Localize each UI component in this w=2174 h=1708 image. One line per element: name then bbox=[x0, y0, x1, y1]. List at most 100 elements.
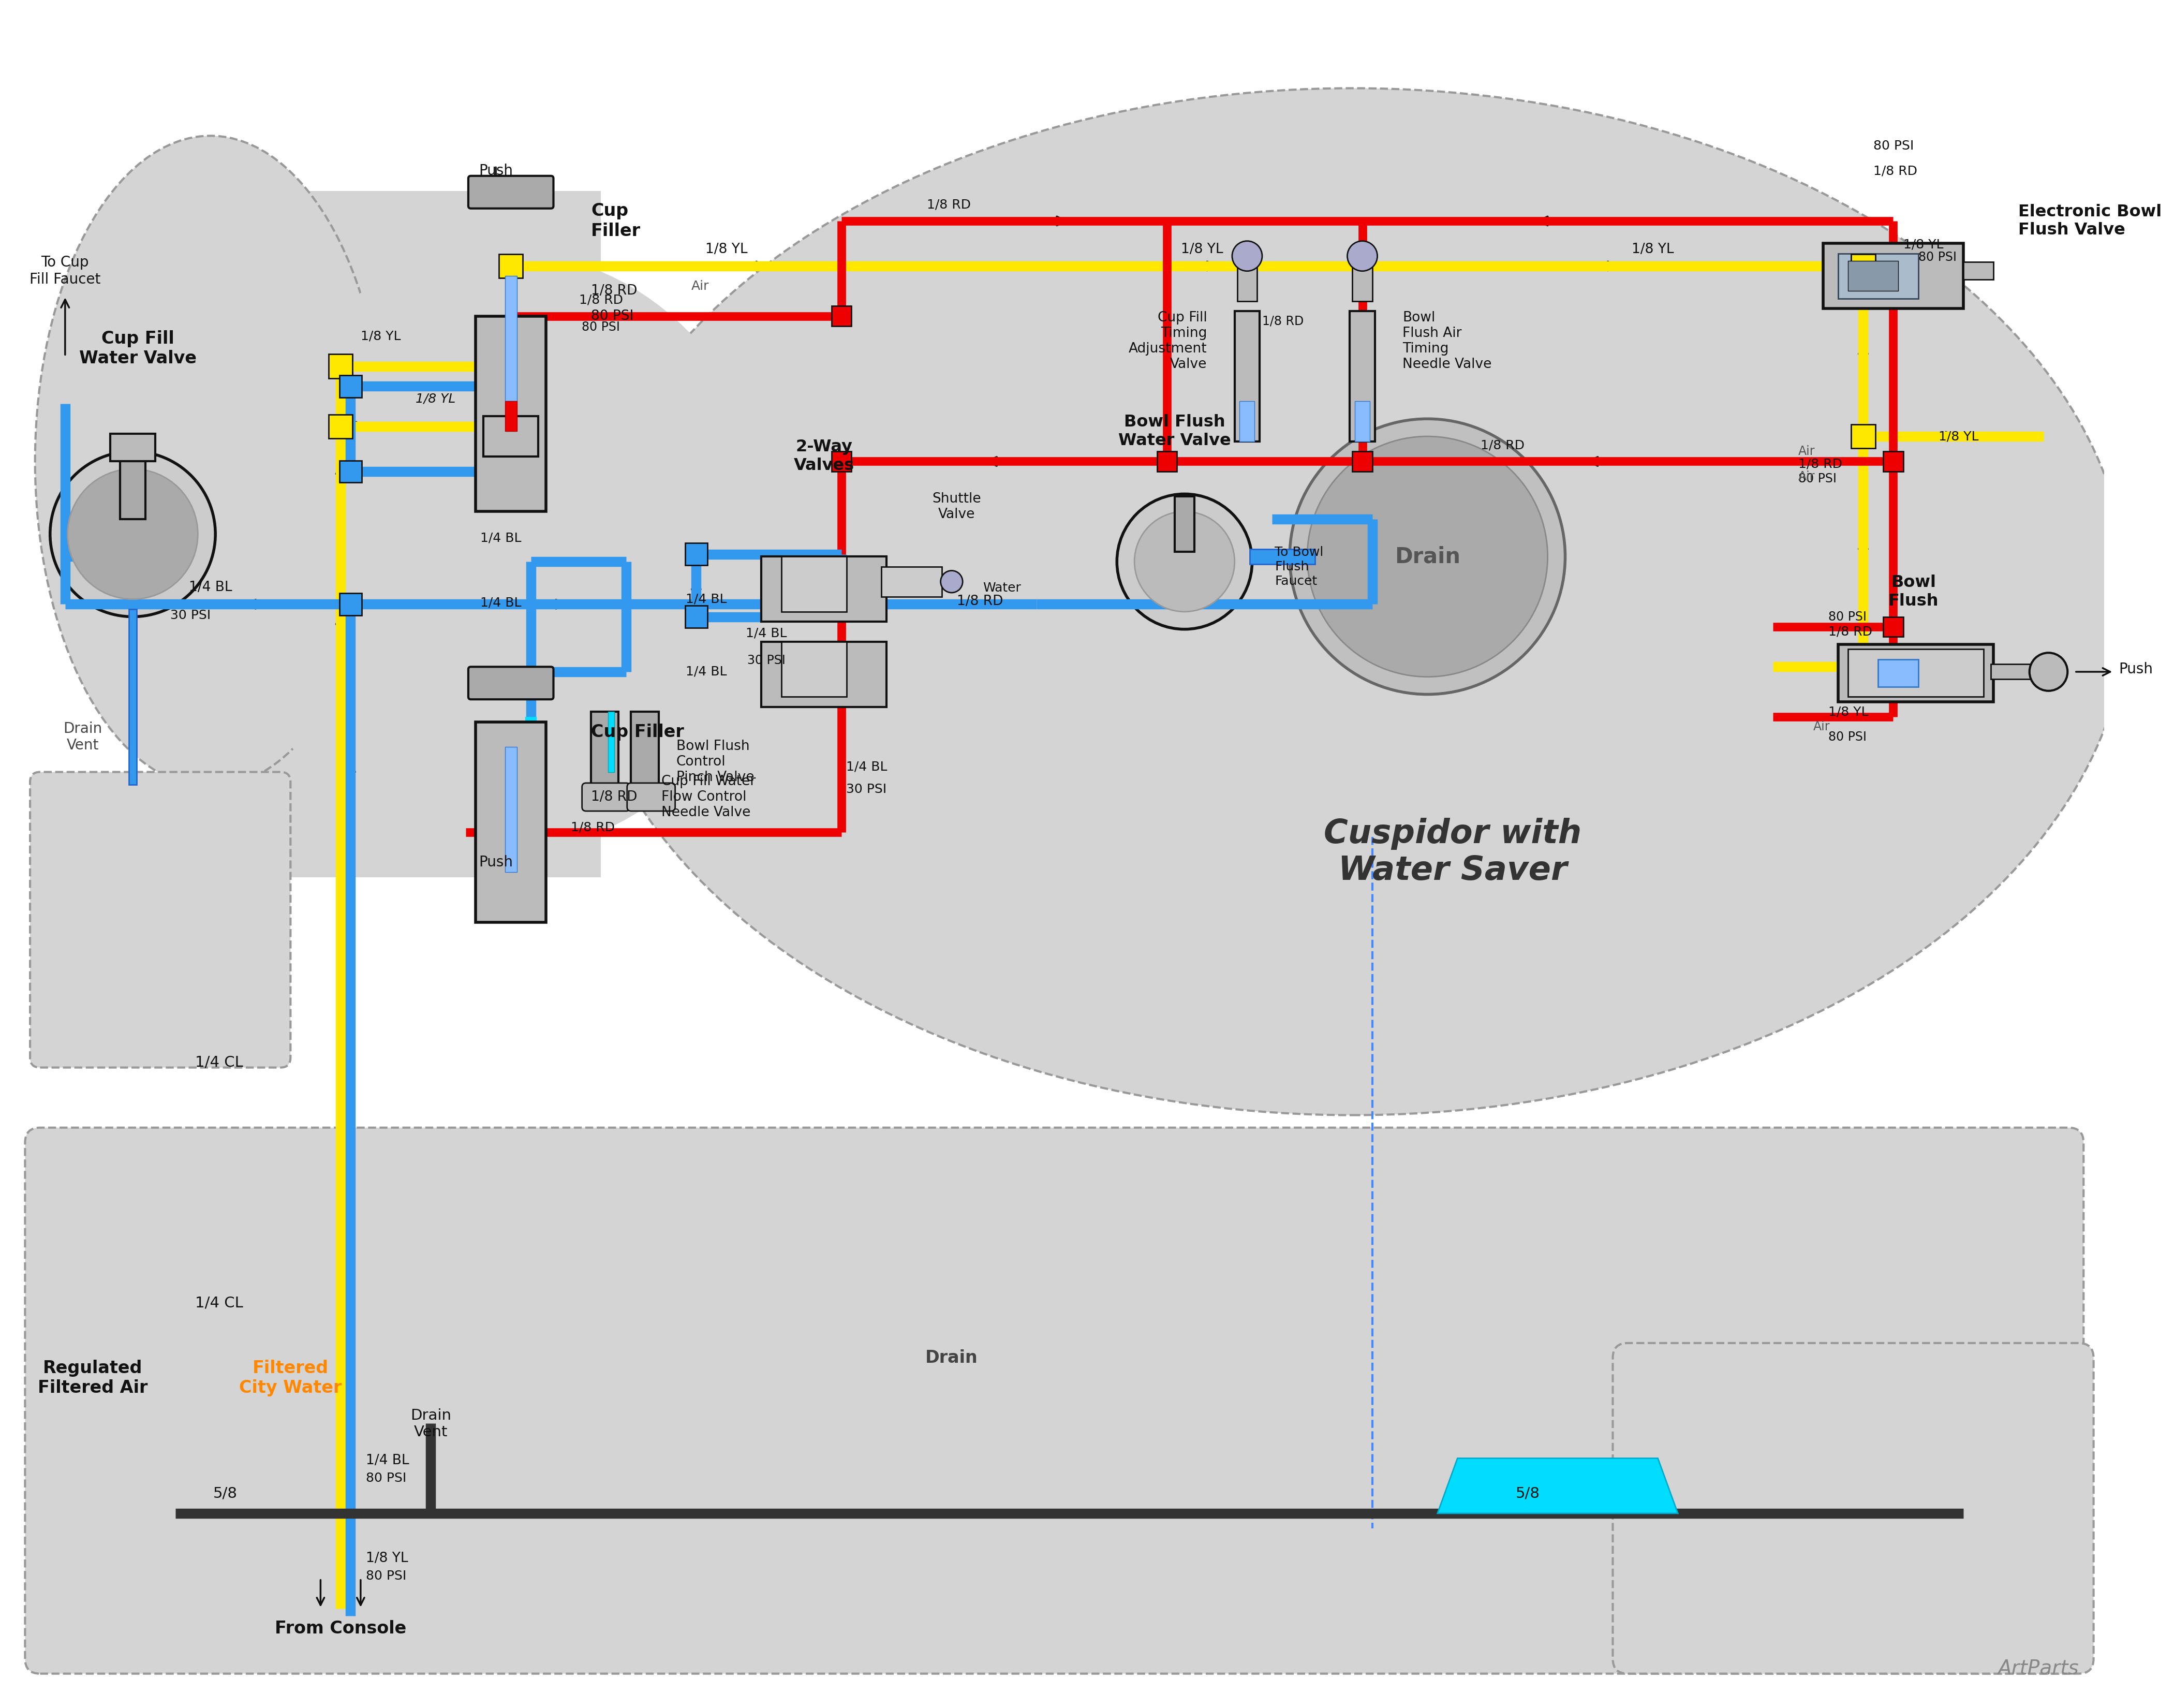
Bar bbox=[1239, 401, 1254, 441]
Ellipse shape bbox=[35, 137, 385, 787]
Bar bbox=[476, 722, 546, 922]
Bar bbox=[1839, 644, 1994, 702]
Text: Push: Push bbox=[478, 856, 513, 869]
Text: 1/8 RD: 1/8 RD bbox=[926, 198, 970, 212]
FancyBboxPatch shape bbox=[30, 772, 291, 1068]
Text: 1/4 BL: 1/4 BL bbox=[189, 581, 233, 594]
Bar bbox=[780, 642, 846, 697]
Bar bbox=[1883, 617, 1902, 637]
Polygon shape bbox=[176, 191, 600, 878]
Bar bbox=[1848, 261, 1898, 290]
Text: 30 PSI: 30 PSI bbox=[748, 654, 785, 666]
Text: Electronic Bowl
Flush Valve: Electronic Bowl Flush Valve bbox=[2017, 203, 2161, 237]
Text: Filtered
City Water: Filtered City Water bbox=[239, 1360, 341, 1397]
Ellipse shape bbox=[576, 89, 2128, 1115]
Bar bbox=[1839, 253, 1917, 299]
Bar bbox=[685, 606, 707, 629]
Circle shape bbox=[50, 451, 215, 617]
Bar bbox=[504, 746, 517, 873]
Text: 1/4 BL: 1/4 BL bbox=[480, 531, 522, 545]
Bar bbox=[328, 415, 352, 439]
Text: 1/4 CL: 1/4 CL bbox=[196, 1056, 243, 1069]
Bar bbox=[339, 376, 361, 398]
Text: 1/8 YL: 1/8 YL bbox=[365, 1553, 409, 1565]
Bar bbox=[1878, 659, 1917, 687]
Bar bbox=[630, 712, 659, 798]
Ellipse shape bbox=[226, 251, 776, 852]
Text: 1/8 RD: 1/8 RD bbox=[578, 294, 624, 306]
Text: 30 PSI: 30 PSI bbox=[846, 784, 887, 796]
Text: Bowl Flush
Water Valve: Bowl Flush Water Valve bbox=[1117, 413, 1230, 449]
Bar bbox=[128, 610, 137, 784]
Bar bbox=[1824, 244, 1963, 309]
Text: Water: Water bbox=[983, 582, 1022, 594]
Text: 80 PSI: 80 PSI bbox=[1828, 610, 1867, 623]
Bar bbox=[1350, 311, 1374, 441]
Bar bbox=[1250, 548, 1315, 564]
Text: 1/8 RD: 1/8 RD bbox=[1798, 458, 1841, 470]
Text: Air: Air bbox=[1798, 470, 1815, 483]
FancyBboxPatch shape bbox=[467, 666, 554, 699]
Bar bbox=[1848, 649, 1983, 697]
Bar bbox=[476, 316, 546, 511]
Text: 80 PSI: 80 PSI bbox=[365, 1472, 407, 1484]
Bar bbox=[830, 451, 852, 471]
Text: Air: Air bbox=[1798, 446, 1815, 458]
Text: 1/8 YL: 1/8 YL bbox=[1828, 705, 1867, 717]
Text: To Cup
Fill Faucet: To Cup Fill Faucet bbox=[30, 256, 100, 287]
Bar bbox=[1354, 401, 1370, 441]
Bar bbox=[1174, 497, 1194, 552]
Text: Bowl
Flush Air
Timing
Needle Valve: Bowl Flush Air Timing Needle Valve bbox=[1402, 311, 1491, 371]
Text: 80 PSI: 80 PSI bbox=[1798, 473, 1837, 485]
Text: Cup
Filler: Cup Filler bbox=[591, 203, 641, 239]
Text: Regulated
Filtered Air: Regulated Filtered Air bbox=[37, 1360, 148, 1397]
Bar bbox=[339, 461, 361, 482]
Text: Bowl Flush
Control
Pinch Valve: Bowl Flush Control Pinch Valve bbox=[676, 740, 754, 784]
Text: 1/8 RD: 1/8 RD bbox=[1263, 314, 1304, 328]
Bar bbox=[591, 712, 620, 798]
Text: Drain
Vent: Drain Vent bbox=[411, 1407, 452, 1440]
Text: 1/8 YL: 1/8 YL bbox=[1939, 430, 1978, 442]
Text: 1/8 RD: 1/8 RD bbox=[1874, 164, 1917, 178]
Circle shape bbox=[1135, 511, 1235, 611]
Bar bbox=[780, 557, 846, 611]
Text: 1/4 BL: 1/4 BL bbox=[685, 593, 726, 605]
Text: 1/4 BL: 1/4 BL bbox=[746, 627, 787, 639]
Text: Push: Push bbox=[478, 164, 513, 178]
Polygon shape bbox=[1437, 1459, 1678, 1513]
Text: 1/8 RD: 1/8 RD bbox=[957, 594, 1002, 608]
Text: ArtParts: ArtParts bbox=[1998, 1658, 2078, 1679]
Text: Cup Fill Water
Flow Control
Needle Valve: Cup Fill Water Flow Control Needle Valve bbox=[661, 775, 754, 820]
Circle shape bbox=[1289, 418, 1565, 695]
Text: 1/8 RD: 1/8 RD bbox=[572, 822, 615, 834]
Circle shape bbox=[1117, 494, 1252, 629]
Bar bbox=[1157, 451, 1176, 471]
FancyBboxPatch shape bbox=[583, 782, 630, 811]
Text: 1/8 YL: 1/8 YL bbox=[415, 393, 457, 405]
Text: Drain
Vent: Drain Vent bbox=[63, 721, 102, 753]
Text: To Bowl
Flush
Faucet: To Bowl Flush Faucet bbox=[1274, 547, 1324, 588]
Bar bbox=[504, 277, 517, 401]
Bar bbox=[761, 642, 887, 707]
Circle shape bbox=[1233, 241, 1263, 272]
Text: 5/8: 5/8 bbox=[213, 1486, 237, 1501]
Text: Air: Air bbox=[1813, 721, 1831, 733]
Text: 30 PSI: 30 PSI bbox=[170, 610, 211, 622]
Bar bbox=[1852, 424, 1876, 449]
Text: 1/8 YL: 1/8 YL bbox=[1902, 239, 1944, 251]
Text: 5/8: 5/8 bbox=[1515, 1486, 1539, 1501]
Bar bbox=[339, 593, 361, 615]
Bar bbox=[1883, 451, 1902, 471]
Text: 1/8 RD: 1/8 RD bbox=[1480, 439, 1524, 451]
FancyBboxPatch shape bbox=[467, 176, 554, 208]
Bar bbox=[1852, 254, 1876, 278]
Text: 80 PSI: 80 PSI bbox=[1917, 251, 1957, 263]
Text: Bowl
Flush: Bowl Flush bbox=[1887, 574, 1939, 610]
Text: Air: Air bbox=[691, 280, 709, 292]
FancyBboxPatch shape bbox=[1613, 1342, 2094, 1674]
Bar bbox=[1352, 451, 1372, 471]
Text: Drain: Drain bbox=[926, 1349, 978, 1366]
Bar bbox=[483, 417, 539, 456]
Text: Drain: Drain bbox=[1394, 547, 1461, 567]
Text: 1/8 RD: 1/8 RD bbox=[591, 284, 637, 297]
